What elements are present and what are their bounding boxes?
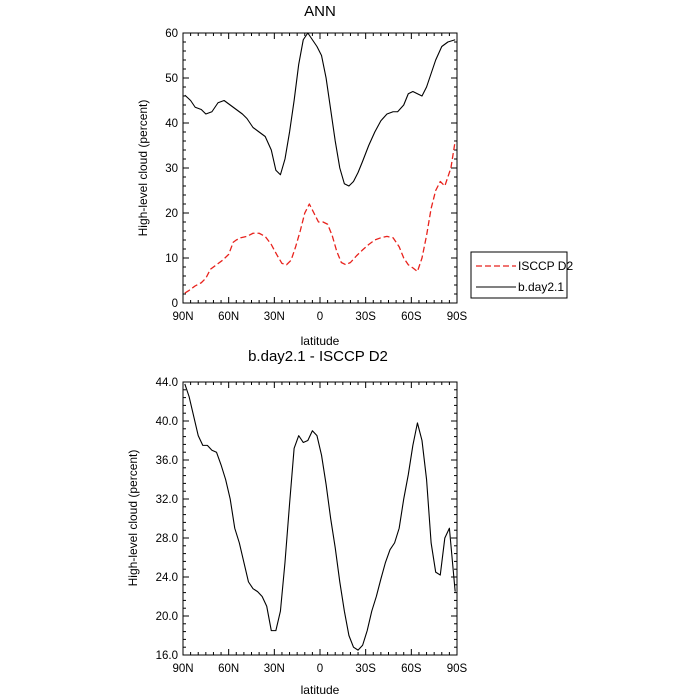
top-x-tick-label: 30S bbox=[355, 311, 376, 323]
bottom-y-tick-label: 24.0 bbox=[156, 572, 178, 584]
bottom-y-tick-label: 20.0 bbox=[156, 611, 178, 623]
top-y-axis-label: High-level cloud (percent) bbox=[136, 100, 150, 237]
bottom-x-tick-label: 30S bbox=[355, 663, 376, 675]
top-y-tick-label: 0 bbox=[172, 298, 178, 310]
top-panel: ANN 90N 60N 30N 0 30S 60S 90S 0 10 20 30 40 50 60 lat… bbox=[136, 3, 573, 348]
top-y-tick-label: 20 bbox=[165, 208, 178, 220]
bottom-x-tick-label: 60N bbox=[218, 663, 239, 675]
bottom-x-tick-label: 90S bbox=[447, 663, 468, 675]
top-series-line-b-day2-1 bbox=[184, 32, 456, 187]
top-ticks: 90N 60N 30N 0 30S 60S 90S 0 10 20 30 40 50 60 bbox=[165, 28, 467, 323]
bottom-y-tick-label: 44.0 bbox=[156, 377, 178, 389]
top-x-tick-label: 90N bbox=[172, 311, 193, 323]
bottom-x-tick-label: 90N bbox=[172, 663, 193, 675]
bottom-series bbox=[184, 383, 456, 651]
top-y-tick-label: 60 bbox=[165, 28, 178, 40]
bottom-x-axis-label: latitude bbox=[301, 683, 340, 697]
top-y-tick-label: 30 bbox=[165, 163, 178, 175]
top-x-tick-label: 30N bbox=[264, 311, 285, 323]
bottom-x-tick-label: 60S bbox=[401, 663, 422, 675]
top-series-line-isccp-d2 bbox=[184, 140, 456, 294]
bottom-y-tick-label: 40.0 bbox=[156, 416, 178, 428]
bottom-ticks: 90N 60N 30N 0 30S 60S 90S 16.0 20.0 24.0 28.0 32.0 3… bbox=[156, 377, 468, 675]
top-y-tick-label: 10 bbox=[165, 253, 178, 265]
top-x-tick-label: 60N bbox=[218, 311, 239, 323]
bottom-y-tick-label: 16.0 bbox=[156, 650, 178, 662]
top-x-tick-label: 60S bbox=[401, 311, 422, 323]
top-legend: ISCCP D2 b.day2.1 bbox=[470, 251, 573, 299]
bottom-panel: b.day2.1 - ISCCP D2 90N 60N 30N 0 30S 60S 90S 1… bbox=[126, 348, 468, 697]
top-chart-title: ANN bbox=[304, 3, 336, 20]
bottom-plot-frame bbox=[182, 381, 458, 656]
bottom-y-tick-label: 36.0 bbox=[156, 455, 178, 467]
top-x-tick-label: 0 bbox=[317, 311, 323, 323]
bottom-x-tick-label: 30N bbox=[264, 663, 285, 675]
legend-label-isccp-d2: ISCCP D2 bbox=[518, 259, 573, 273]
legend-box bbox=[470, 251, 568, 299]
bottom-y-tick-label: 28.0 bbox=[156, 533, 178, 545]
top-plot-frame bbox=[182, 32, 458, 304]
bottom-x-tick-label: 0 bbox=[317, 663, 323, 675]
bottom-series-line-b-day2-1-isccp-d2 bbox=[184, 383, 456, 651]
bottom-chart-title: b.day2.1 - ISCCP D2 bbox=[248, 348, 388, 365]
top-x-axis-label: latitude bbox=[301, 334, 340, 348]
legend-label-b-day2-1: b.day2.1 bbox=[518, 280, 564, 294]
top-series bbox=[184, 32, 456, 294]
top-y-tick-label: 50 bbox=[165, 73, 178, 85]
bottom-y-tick-label: 32.0 bbox=[156, 494, 178, 506]
bottom-y-axis-label: High-level cloud (percent) bbox=[126, 450, 140, 587]
top-y-tick-label: 40 bbox=[165, 118, 178, 130]
top-x-tick-label: 90S bbox=[447, 311, 468, 323]
